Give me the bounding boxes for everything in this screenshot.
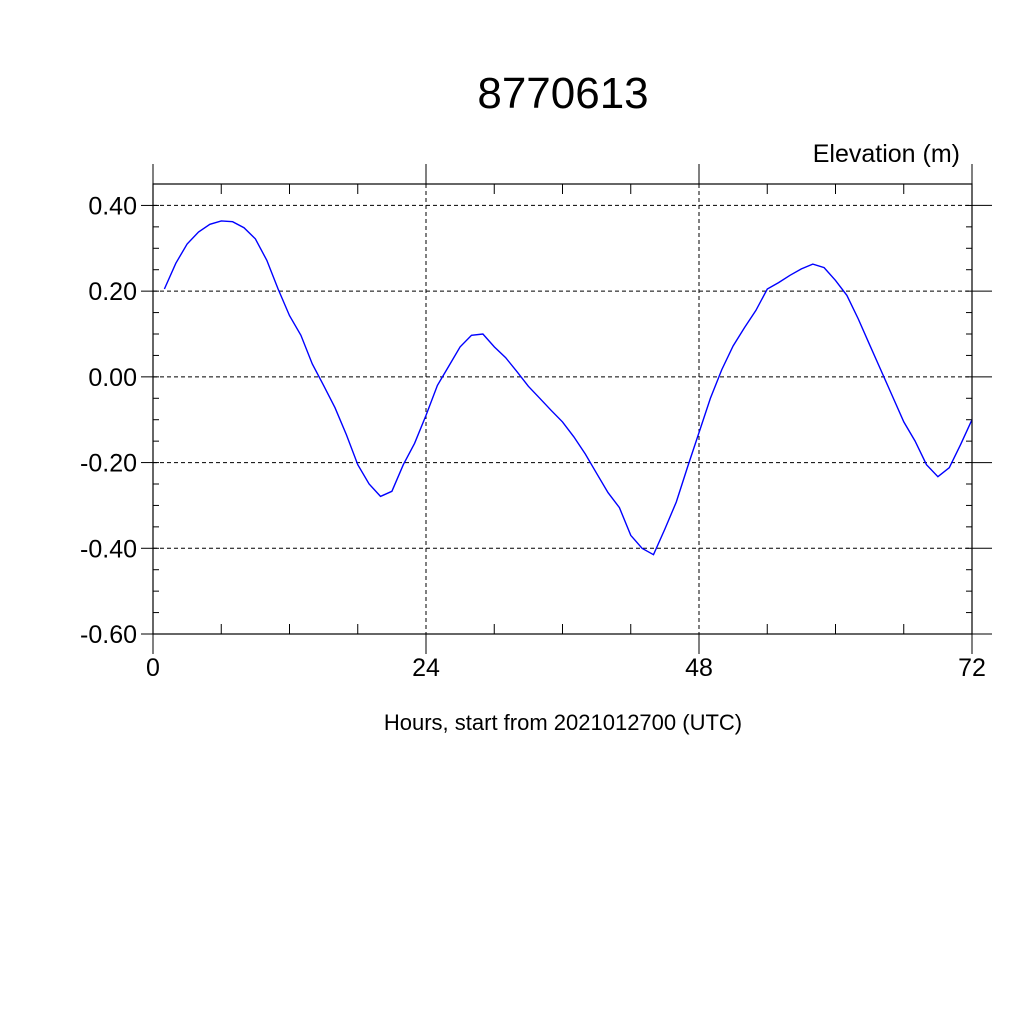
tick-labels: 0.40 0.20 0.00 -0.20 -0.40 -0.60 0 24 48 72 — [80, 192, 986, 682]
ticks — [141, 164, 992, 654]
x-tick-label: 48 — [685, 654, 713, 682]
plot-frame — [152, 183, 973, 635]
grid — [153, 184, 972, 635]
y-tick-label: 0.40 — [88, 192, 137, 220]
y-tick-label: 0.00 — [88, 364, 137, 392]
y-tick-label: -0.40 — [80, 535, 137, 563]
x-tick-label: 0 — [146, 654, 160, 682]
x-tick-label: 72 — [958, 654, 986, 682]
chart-title: 8770613 — [477, 69, 648, 118]
x-tick-label: 24 — [412, 654, 440, 682]
y-tick-label: -0.20 — [80, 450, 137, 478]
x-axis-label: Hours, start from 2021012700 (UTC) — [384, 710, 742, 735]
y-tick-label: -0.60 — [80, 621, 137, 649]
y-axis-label: Elevation (m) — [813, 140, 960, 168]
series — [163, 220, 973, 556]
y-tick-label: 0.20 — [88, 278, 137, 306]
elevation-series-line — [163, 220, 973, 556]
